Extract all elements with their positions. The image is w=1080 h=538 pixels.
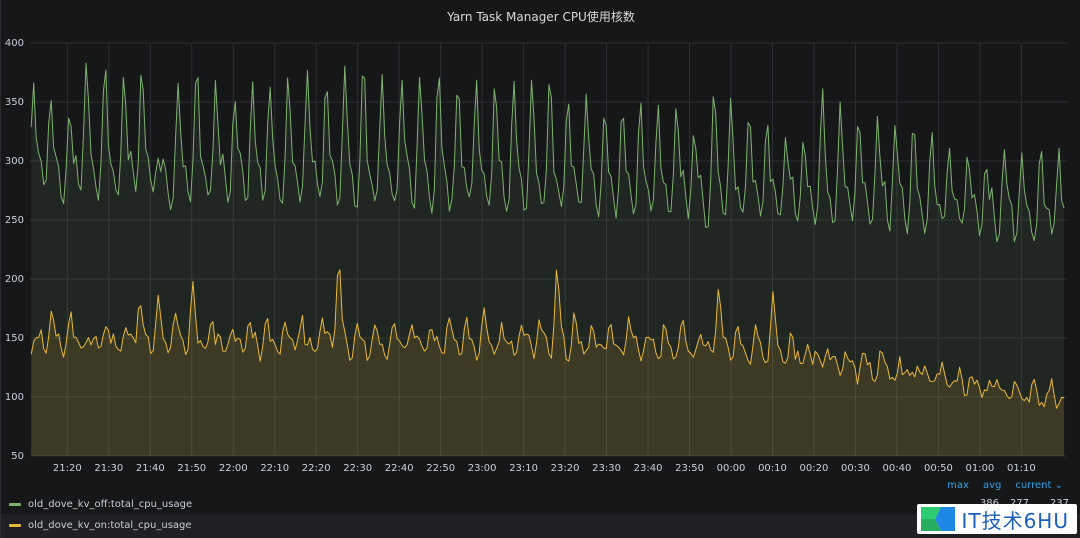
y-tick-label: 100 (5, 392, 24, 403)
legend-header-current[interactable]: current ⌄ (1015, 480, 1063, 491)
y-tick-label: 400 (5, 38, 24, 49)
legend-avg-off: 277 (1009, 498, 1029, 505)
x-tick-label: 00:20 (800, 463, 829, 474)
x-tick-label: 00:00 (717, 463, 746, 474)
y-tick-label: 300 (5, 156, 24, 167)
legend-stats-off: 386 277 237 (969, 498, 1069, 505)
x-tick-label: 21:20 (53, 463, 82, 474)
legend-header-avg[interactable]: avg (982, 480, 1002, 491)
x-tick-label: 00:50 (924, 463, 953, 474)
series-line-off[interactable] (30, 62, 1065, 243)
x-tick-label: 01:10 (1007, 463, 1036, 474)
series-area-off (31, 63, 1065, 456)
axes: 50 100 150 200 250 300 350 400 21:20 21:30 21:40 21… (5, 38, 1036, 474)
legend-swatch-off (9, 502, 21, 506)
x-tick-label: 23:40 (634, 463, 663, 474)
legend-item-on[interactable]: old_dove_kv_on:total_cpu_usage (9, 516, 192, 534)
panel-title[interactable]: Yarn Task Manager CPU使用核数 (447, 10, 635, 24)
series-line-on[interactable] (30, 269, 1065, 409)
x-tick-label: 22:00 (219, 463, 248, 474)
y-tick-label: 50 (11, 451, 24, 462)
x-tick-label: 23:10 (509, 463, 538, 474)
legend-swatch-on (9, 523, 21, 527)
x-tick-label: 21:30 (94, 463, 123, 474)
x-tick-label: 00:40 (883, 463, 912, 474)
legend-row-background (1, 514, 1080, 538)
y-tick-label: 250 (5, 215, 24, 226)
x-tick-label: 23:00 (468, 463, 497, 474)
x-tick-label: 22:20 (302, 463, 331, 474)
y-tick-label: 350 (5, 97, 24, 108)
legend-header-current-label: current (1015, 480, 1052, 491)
watermark: IT技术6HU (917, 504, 1077, 534)
legend-label-off: old_dove_kv_off:total_cpu_usage (28, 498, 193, 510)
chevron-down-icon: ⌄ (1054, 480, 1063, 491)
x-tick-label: 23:30 (592, 463, 621, 474)
watermark-logo-icon (921, 507, 956, 531)
x-tick-label: 01:00 (965, 463, 994, 474)
x-tick-label: 21:40 (136, 463, 165, 474)
x-tick-label: 00:30 (841, 463, 870, 474)
series-layer (30, 62, 1065, 456)
series-area-on (31, 269, 1065, 456)
x-tick-label: 00:10 (758, 463, 787, 474)
grid (30, 42, 1067, 457)
x-tick-label: 22:50 (426, 463, 455, 474)
legend-header-max[interactable]: max (947, 480, 969, 491)
x-tick-label: 22:40 (385, 463, 414, 474)
watermark-text: IT技术6HU (961, 508, 1069, 533)
x-tick-label: 22:30 (343, 463, 372, 474)
y-tick-label: 200 (5, 274, 24, 285)
x-tick-label: 21:50 (177, 463, 206, 474)
x-tick-label: 23:50 (675, 463, 704, 474)
legend-header: max avg current ⌄ (933, 480, 1063, 491)
x-tick-label: 22:10 (260, 463, 289, 474)
legend-max-off: 386 (979, 498, 999, 505)
x-tick-label: 23:20 (551, 463, 580, 474)
legend-current-off: 237 (1049, 498, 1069, 505)
y-tick-label: 150 (5, 333, 24, 344)
legend-item-off[interactable]: old_dove_kv_off:total_cpu_usage (9, 495, 192, 513)
chart-svg: 50 100 150 200 250 300 350 400 21:20 21:30 21:40 21… (5, 38, 1067, 474)
legend-label-on: old_dove_kv_on:total_cpu_usage (28, 519, 192, 531)
